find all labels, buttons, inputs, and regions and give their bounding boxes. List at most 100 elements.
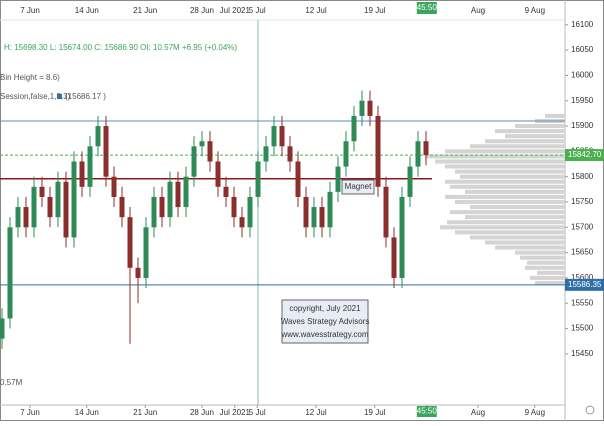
volume-bar xyxy=(470,235,565,240)
y-tick-label: 15750 xyxy=(571,197,594,206)
candle-body xyxy=(167,181,173,218)
volume-bar xyxy=(455,169,565,174)
y-tick-label: 15900 xyxy=(571,121,594,130)
volume-bar xyxy=(530,275,565,280)
copyright-line: copyright, July 2021 xyxy=(289,304,361,313)
session-legend: Session,false,1,2,3) xyxy=(0,92,71,101)
volume-bar xyxy=(515,124,565,129)
candle-body xyxy=(271,126,277,147)
volume-bar xyxy=(537,270,565,275)
x-tick-label-top: 14 Jun xyxy=(75,6,99,15)
candle-body xyxy=(303,196,309,228)
x-tick-label: 9 Aug xyxy=(525,408,545,417)
candle-body xyxy=(79,161,85,187)
candle-body xyxy=(47,196,53,218)
y-tick-label: 16000 xyxy=(571,71,594,80)
volume-bar xyxy=(505,134,565,139)
x-tick-label: 19 Jul xyxy=(364,408,386,417)
volume-bar xyxy=(445,194,565,199)
candle-body xyxy=(415,141,421,167)
candle-body xyxy=(319,207,325,228)
volume-bar xyxy=(485,139,565,144)
y-tick-label: 15500 xyxy=(571,324,594,333)
candle-body xyxy=(223,186,229,197)
session-value: (15686.17 ) xyxy=(65,92,106,101)
volume-bar xyxy=(495,245,565,250)
candle-body xyxy=(23,207,29,228)
ohlc-legend: H: 15698.30 L: 15674.00 C: 15686.90 OI: … xyxy=(4,43,237,52)
level-label: 15586.35 xyxy=(568,280,602,289)
profile-legend: Bin Height = 8.6) xyxy=(0,73,60,82)
copyright-line: Waves Strategy Advisors xyxy=(281,317,370,326)
volume-bar xyxy=(450,184,565,189)
volume-bar xyxy=(520,255,565,260)
candle-body xyxy=(39,186,45,197)
oi-label: 0.57M xyxy=(0,378,23,387)
candle-body xyxy=(191,146,197,177)
candle-body xyxy=(399,196,405,278)
volume-bar xyxy=(455,199,565,205)
copyright-line: www.wavesstrategy.com xyxy=(281,330,369,339)
magnet-label: Magnet xyxy=(345,182,372,191)
x-tick-label: 14 Jun xyxy=(75,408,99,417)
candle-body xyxy=(119,196,125,218)
volume-bar xyxy=(455,230,565,235)
candle-body xyxy=(151,196,157,228)
candle-body xyxy=(175,181,181,208)
candle-body xyxy=(255,161,261,197)
y-tick-label: 15550 xyxy=(571,298,594,307)
y-tick-label: 16100 xyxy=(571,20,594,29)
x-tick-label-top: 12 Jul xyxy=(305,6,327,15)
x-tick-label-top: Aug xyxy=(471,6,485,15)
x-tick-label-top: 5 Jul xyxy=(249,6,266,15)
volume-bar xyxy=(515,250,565,255)
candle-body xyxy=(0,318,5,339)
settings-icon[interactable] xyxy=(585,405,595,415)
candle-body xyxy=(127,217,133,268)
x-tick-label-top: 21 Jun xyxy=(133,6,157,15)
x-tick-label: Aug xyxy=(471,408,485,417)
candle-body xyxy=(111,176,117,197)
candle-body xyxy=(95,126,101,147)
x-tick-label: 21 Jun xyxy=(133,408,157,417)
candle-body xyxy=(279,126,285,147)
volume-bar xyxy=(470,205,565,210)
volume-bar xyxy=(485,240,565,245)
plot xyxy=(0,20,565,405)
volume-bar xyxy=(445,149,565,154)
x-tick-label-top: 28 Jun xyxy=(190,6,214,15)
candle-body xyxy=(87,146,93,187)
volume-bar xyxy=(447,220,565,225)
x-tick-label: Jul 2021 xyxy=(220,408,251,417)
candle-body xyxy=(103,126,109,177)
y-tick-label: 15800 xyxy=(571,172,594,181)
candle-body xyxy=(183,176,189,208)
candle-body xyxy=(383,186,389,238)
volume-bar xyxy=(495,129,565,134)
volume-bar xyxy=(460,174,565,179)
candle-body xyxy=(335,166,341,192)
candle-body xyxy=(199,141,205,147)
volume-bar xyxy=(425,154,565,159)
cursor-label: 45:50 xyxy=(417,407,438,416)
x-tick-label: 5 Jul xyxy=(249,408,266,417)
y-tick-label: 16050 xyxy=(571,45,594,54)
level-label-box xyxy=(565,278,604,291)
y-tick-label: 15700 xyxy=(571,222,594,231)
candle-body xyxy=(207,141,213,162)
candle-body xyxy=(71,161,77,238)
candle-body xyxy=(351,115,357,142)
volume-bar xyxy=(445,179,565,184)
candle-body xyxy=(263,146,269,162)
candle-body xyxy=(311,207,317,228)
x-tick-label-top: 9 Aug xyxy=(525,6,545,15)
cursor-box xyxy=(416,2,437,14)
candle-body xyxy=(391,237,397,278)
volume-bar xyxy=(465,189,565,194)
x-tick-label: 28 Jun xyxy=(190,408,214,417)
volume-bar xyxy=(527,260,565,265)
candle-body xyxy=(7,227,13,319)
candle-body xyxy=(55,181,61,218)
candle-body xyxy=(423,141,429,156)
